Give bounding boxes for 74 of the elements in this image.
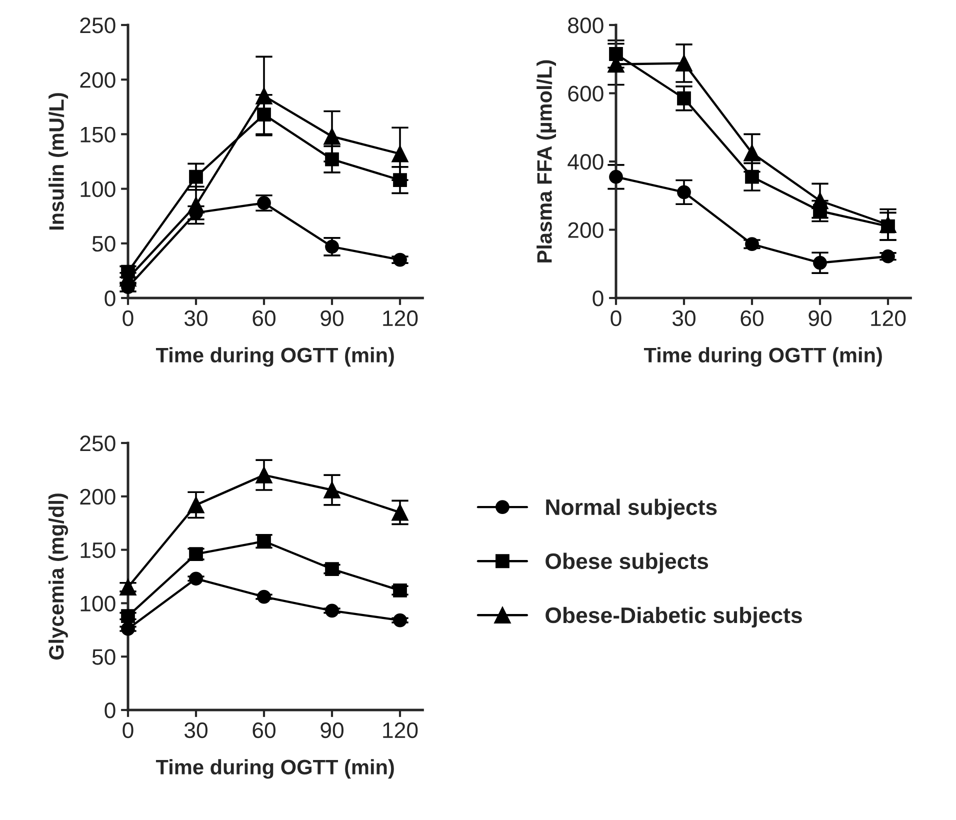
point bbox=[745, 237, 759, 252]
point bbox=[393, 173, 407, 188]
point bbox=[121, 609, 135, 623]
point bbox=[121, 264, 135, 279]
y-tick-label: 100 bbox=[80, 596, 116, 612]
x-tick-label: 30 bbox=[184, 310, 208, 326]
point bbox=[120, 578, 136, 596]
y-axis-title: Insulin (mU/L) bbox=[48, 93, 68, 230]
x-tick-label: 60 bbox=[740, 310, 764, 326]
point bbox=[393, 583, 407, 598]
y-tick-label: 0 bbox=[104, 702, 116, 718]
y-tick-label: 200 bbox=[80, 72, 116, 88]
point bbox=[325, 604, 339, 618]
legend-label: Obese-Diabetic subjects bbox=[546, 606, 802, 628]
point bbox=[609, 170, 623, 184]
x-tick-label: 0 bbox=[610, 310, 622, 326]
point bbox=[256, 88, 272, 104]
point bbox=[813, 256, 827, 270]
point bbox=[189, 572, 203, 586]
point bbox=[189, 547, 203, 562]
point bbox=[257, 590, 271, 604]
y-axis-title: Glycemia (mg/dl) bbox=[48, 494, 68, 660]
y-tick-label: 100 bbox=[80, 181, 116, 198]
point bbox=[745, 170, 759, 184]
x-tick-label: 0 bbox=[122, 722, 134, 738]
legend-label: Normal subjects bbox=[546, 498, 717, 520]
point bbox=[677, 185, 691, 200]
y-tick-label: 50 bbox=[92, 649, 116, 665]
point bbox=[392, 146, 408, 162]
x-tick-label: 30 bbox=[672, 310, 696, 326]
x-axis-title: Time during OGTT (min) bbox=[156, 347, 394, 367]
y-axis-title: Plasma FFA (µmol/L) bbox=[536, 60, 556, 262]
y-tick-label: 50 bbox=[92, 236, 116, 252]
point bbox=[393, 613, 407, 628]
x-tick-label: 120 bbox=[383, 722, 418, 738]
point bbox=[677, 91, 691, 106]
point bbox=[392, 504, 408, 521]
x-tick-label: 60 bbox=[252, 722, 276, 738]
point bbox=[257, 108, 271, 122]
y-tick-label: 800 bbox=[568, 18, 604, 34]
point bbox=[744, 144, 760, 162]
y-tick-label: 200 bbox=[80, 488, 116, 505]
point bbox=[324, 482, 340, 498]
point bbox=[121, 622, 135, 636]
x-axis-title: Time during OGTT (min) bbox=[156, 759, 394, 779]
y-tick-label: 600 bbox=[568, 86, 604, 102]
point bbox=[189, 170, 203, 184]
x-tick-label: 60 bbox=[252, 310, 276, 326]
x-tick-label: 30 bbox=[184, 722, 208, 738]
x-tick-label: 90 bbox=[808, 310, 832, 326]
point bbox=[881, 249, 895, 264]
y-tick-label: 400 bbox=[568, 154, 604, 170]
y-tick-label: 250 bbox=[80, 436, 116, 452]
y-tick-label: 200 bbox=[568, 222, 604, 238]
point bbox=[188, 496, 204, 514]
point bbox=[609, 47, 623, 61]
point bbox=[324, 128, 340, 145]
point bbox=[325, 152, 339, 166]
point bbox=[676, 54, 692, 72]
y-tick-label: 150 bbox=[80, 542, 116, 558]
x-tick-label: 90 bbox=[320, 722, 344, 738]
x-tick-label: 120 bbox=[871, 310, 906, 326]
x-tick-label: 0 bbox=[122, 310, 134, 326]
y-tick-label: 0 bbox=[104, 290, 116, 306]
point bbox=[393, 252, 407, 267]
x-tick-label: 90 bbox=[320, 310, 344, 326]
y-tick-label: 250 bbox=[80, 18, 116, 34]
x-tick-label: 120 bbox=[383, 310, 418, 326]
point bbox=[325, 562, 339, 576]
x-axis-title: Time during OGTT (min) bbox=[644, 347, 882, 367]
y-tick-label: 150 bbox=[80, 126, 116, 142]
legend-label: Obese subjects bbox=[546, 552, 708, 574]
y-tick-label: 0 bbox=[592, 290, 604, 306]
point bbox=[256, 466, 272, 484]
